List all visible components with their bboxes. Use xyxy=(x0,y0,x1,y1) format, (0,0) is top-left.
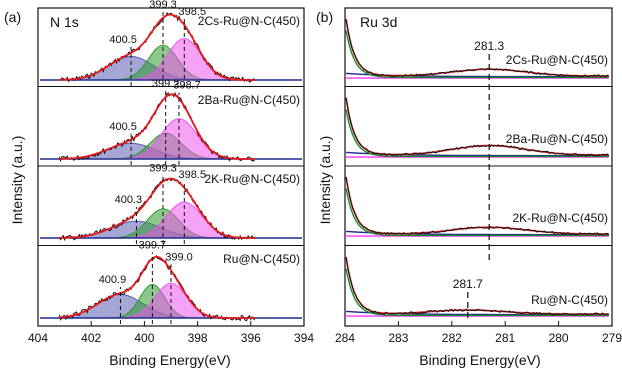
ru-peak-label-281-7: 281.7 xyxy=(453,277,483,291)
peak-label: 400.5 xyxy=(109,121,137,133)
panel-b-plot xyxy=(344,7,613,327)
sample-label: 2K-Ru@N-C(450) xyxy=(204,172,300,186)
peak-label: 400.9 xyxy=(99,274,127,286)
carbon-fit-line xyxy=(345,30,609,79)
sample-label: 2Ba-Ru@N-C(450) xyxy=(506,132,608,146)
x-tick-label: 402 xyxy=(81,331,101,345)
x-tick-label: 284 xyxy=(335,331,355,345)
peak-label: 399.2 xyxy=(152,78,180,90)
fit-component xyxy=(59,118,255,160)
envelope-fit-line xyxy=(59,13,255,81)
peak-label: 398.5 xyxy=(179,6,207,18)
ru-peak-label-281-3: 281.3 xyxy=(474,39,504,53)
panel-a-xlabel: Binding Energy(eV) xyxy=(109,352,230,368)
carbon-fit-line xyxy=(345,188,609,237)
peak-label: 399.0 xyxy=(165,251,193,263)
peak-label: 399.3 xyxy=(149,162,177,174)
peak-label: 400.3 xyxy=(115,194,143,206)
envelope-fit-line xyxy=(345,176,609,235)
x-tick-label: 279 xyxy=(602,331,622,345)
panel-b-label: (b) xyxy=(316,9,333,25)
carbon-fit-line xyxy=(345,268,609,317)
panel-a-x-tick-labels: 404 402 400 398 396 394 xyxy=(28,331,314,345)
x-tick-label: 400 xyxy=(134,331,154,345)
x-tick-label: 281 xyxy=(495,331,515,345)
panel-b-frame xyxy=(344,7,613,327)
raw-data-line xyxy=(345,19,609,78)
x-tick-label: 282 xyxy=(442,331,462,345)
x-tick-label: 396 xyxy=(241,331,261,345)
peak-label: 400.5 xyxy=(109,34,137,46)
x-tick-label: 283 xyxy=(388,331,408,345)
panel-a-plot xyxy=(37,7,305,327)
panel-a: (a) N 1s Intensity (a.u.) Binding Energy… xyxy=(4,0,314,368)
panel-b-x-tick-labels: 284 283 282 281 280 279 xyxy=(335,331,622,345)
x-tick-label: 398 xyxy=(188,331,208,345)
raw-data-line xyxy=(345,97,610,157)
panel-b-ylabel: Intensity (a.u.) xyxy=(317,136,333,225)
raw-data-line xyxy=(345,257,609,316)
peak-label: 399.7 xyxy=(139,239,167,251)
sample-label: 2Cs-Ru@N-C(450) xyxy=(506,53,608,67)
sample-label: 2Ba-Ru@N-C(450) xyxy=(198,93,300,107)
x-tick-label: 280 xyxy=(549,331,569,345)
panel-b-annotations: 2Cs-Ru@N-C(450) 2Ba-Ru@N-C(450) 2K-Ru@N-… xyxy=(453,39,608,307)
peak-label: 398.5 xyxy=(179,169,207,181)
panel-a-label: (a) xyxy=(4,9,21,25)
sample-label: Ru@N-C(450) xyxy=(223,252,300,266)
panel-b-xlabel: Binding Energy(eV) xyxy=(419,352,540,368)
peak-label: 399.3 xyxy=(149,0,177,11)
sample-label: 2K-Ru@N-C(450) xyxy=(512,211,608,225)
panel-a-title: N 1s xyxy=(50,14,79,30)
carbon-fit-line xyxy=(345,109,609,158)
panel-b: (b) Ru 3d Intensity (a.u.) Binding Energ… xyxy=(316,7,622,368)
envelope-fit-line xyxy=(59,177,255,239)
x-tick-label: 404 xyxy=(28,331,48,345)
panel-b-title: Ru 3d xyxy=(360,14,397,30)
panel-a-ylabel: Intensity (a.u.) xyxy=(9,136,25,225)
sample-label: Ru@N-C(450) xyxy=(531,293,608,307)
panel-a-annotations: 2Cs-Ru@N-C(450) 2Ba-Ru@N-C(450) 2K-Ru@N-… xyxy=(99,0,300,286)
envelope-fit-line xyxy=(345,97,609,156)
sample-label: 2Cs-Ru@N-C(450) xyxy=(198,14,300,28)
raw-data-line xyxy=(345,177,610,236)
x-tick-label: 394 xyxy=(294,331,314,345)
envelope-fit-line xyxy=(59,93,255,160)
peak-label: 398.7 xyxy=(173,80,201,92)
panel-a-frame xyxy=(37,7,305,327)
envelope-fit-line xyxy=(59,255,255,319)
